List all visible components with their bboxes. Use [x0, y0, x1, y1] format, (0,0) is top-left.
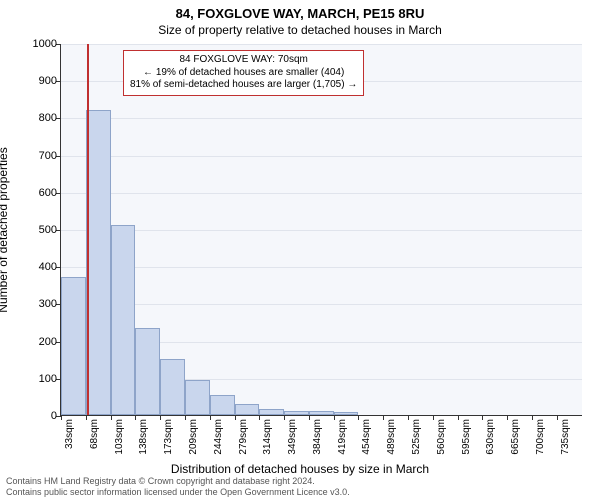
- x-tick: [433, 415, 434, 420]
- x-tick: [309, 415, 310, 420]
- x-tick: [334, 415, 335, 420]
- x-tick-label: 314sqm: [262, 419, 273, 455]
- histogram-bar: [284, 411, 309, 415]
- x-tick-label: 138sqm: [138, 419, 149, 455]
- x-tick-label: 33sqm: [64, 419, 75, 449]
- gridline: [61, 230, 582, 231]
- plot-area: 0100200300400500600700800900100033sqm68s…: [60, 44, 582, 416]
- x-tick-label: 103sqm: [114, 419, 125, 455]
- gridline: [61, 193, 582, 194]
- y-tick-label: 200: [21, 336, 57, 348]
- gridline: [61, 156, 582, 157]
- x-tick-label: 525sqm: [411, 419, 422, 455]
- y-tick-label: 400: [21, 261, 57, 273]
- x-tick-label: 595sqm: [461, 419, 472, 455]
- x-tick-label: 700sqm: [535, 419, 546, 455]
- annotation-box: 84 FOXGLOVE WAY: 70sqm ← 19% of detached…: [123, 50, 364, 96]
- x-tick-label: 419sqm: [337, 419, 348, 455]
- x-tick: [111, 415, 112, 420]
- x-tick: [507, 415, 508, 420]
- footer-attribution: Contains HM Land Registry data © Crown c…: [6, 476, 350, 498]
- x-tick-label: 173sqm: [163, 419, 174, 455]
- histogram-bar: [160, 359, 185, 415]
- x-tick-label: 454sqm: [361, 419, 372, 455]
- x-tick: [135, 415, 136, 420]
- x-tick: [259, 415, 260, 420]
- annotation-line-1: 84 FOXGLOVE WAY: 70sqm: [130, 54, 357, 67]
- x-tick-label: 384sqm: [312, 419, 323, 455]
- y-tick-label: 900: [21, 75, 57, 87]
- x-tick: [482, 415, 483, 420]
- x-tick: [160, 415, 161, 420]
- y-tick-label: 1000: [21, 38, 57, 50]
- x-tick: [210, 415, 211, 420]
- reference-line: [87, 44, 89, 415]
- x-tick-label: 279sqm: [238, 419, 249, 455]
- y-tick-label: 100: [21, 373, 57, 385]
- x-tick: [235, 415, 236, 420]
- y-tick-label: 300: [21, 298, 57, 310]
- annotation-line-2: ← 19% of detached houses are smaller (40…: [130, 67, 357, 80]
- chart-title-sub: Size of property relative to detached ho…: [0, 21, 600, 41]
- histogram-bar: [259, 409, 284, 415]
- x-tick: [383, 415, 384, 420]
- y-tick-label: 800: [21, 112, 57, 124]
- footer-line-2: Contains public sector information licen…: [6, 487, 350, 498]
- x-tick-label: 630sqm: [485, 419, 496, 455]
- histogram-bar: [210, 395, 235, 415]
- histogram-bar: [309, 411, 334, 415]
- x-tick: [532, 415, 533, 420]
- gridline: [61, 304, 582, 305]
- gridline: [61, 118, 582, 119]
- x-tick-label: 735sqm: [560, 419, 571, 455]
- x-tick: [284, 415, 285, 420]
- x-tick: [557, 415, 558, 420]
- x-tick-label: 665sqm: [510, 419, 521, 455]
- x-tick: [86, 415, 87, 420]
- y-tick-label: 600: [21, 187, 57, 199]
- gridline: [61, 267, 582, 268]
- x-tick-label: 489sqm: [386, 419, 397, 455]
- x-tick-label: 560sqm: [436, 419, 447, 455]
- histogram-bar: [235, 404, 260, 415]
- chart-title-main: 84, FOXGLOVE WAY, MARCH, PE15 8RU: [0, 0, 600, 21]
- x-tick: [408, 415, 409, 420]
- x-tick-label: 68sqm: [89, 419, 100, 449]
- footer-line-1: Contains HM Land Registry data © Crown c…: [6, 476, 350, 487]
- histogram-bar: [334, 412, 359, 415]
- histogram-bar: [111, 225, 136, 415]
- y-tick-label: 500: [21, 224, 57, 236]
- histogram-bar: [135, 328, 160, 415]
- gridline: [61, 44, 582, 45]
- x-tick: [358, 415, 359, 420]
- histogram-bar: [185, 380, 210, 415]
- histogram-bar: [61, 277, 86, 415]
- x-tick: [458, 415, 459, 420]
- x-axis-title: Distribution of detached houses by size …: [0, 462, 600, 476]
- x-tick-label: 244sqm: [213, 419, 224, 455]
- annotation-line-3: 81% of semi-detached houses are larger (…: [130, 79, 357, 92]
- x-tick-label: 209sqm: [188, 419, 199, 455]
- x-tick-label: 349sqm: [287, 419, 298, 455]
- y-tick-label: 700: [21, 150, 57, 162]
- y-tick-label: 0: [21, 410, 57, 422]
- y-axis-title: Number of detached properties: [0, 147, 10, 312]
- chart-area: 0100200300400500600700800900100033sqm68s…: [60, 44, 582, 416]
- x-tick: [61, 415, 62, 420]
- x-tick: [185, 415, 186, 420]
- histogram-bar: [86, 110, 111, 415]
